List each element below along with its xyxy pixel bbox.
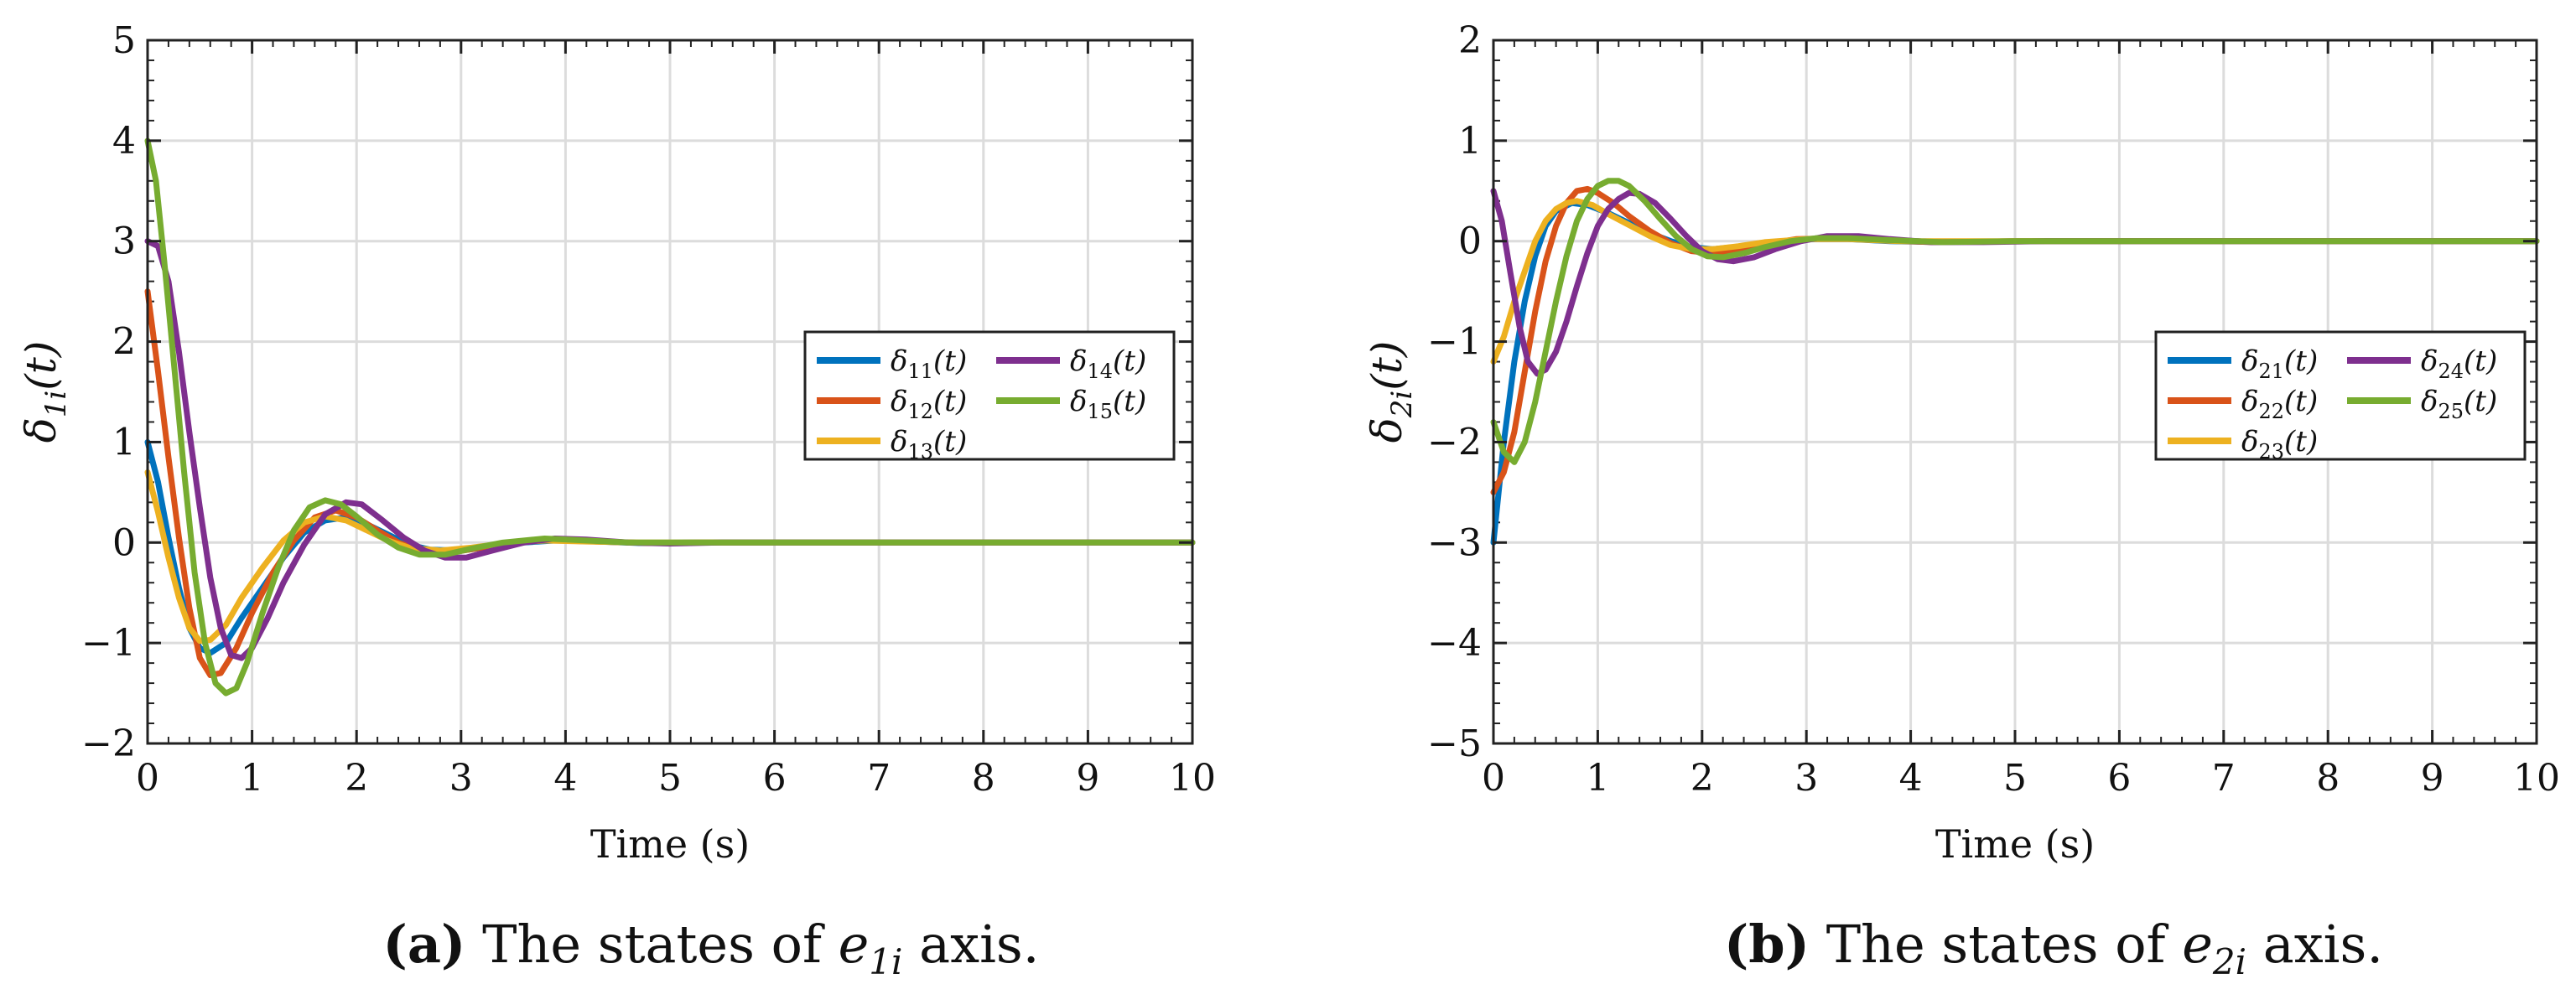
y-tick-label: −1: [1427, 321, 1482, 364]
x-tick-label: 9: [1076, 757, 1099, 800]
x-tick-label: 10: [1169, 757, 1216, 800]
x-tick-label: 8: [2316, 757, 2340, 800]
x-tick-label: 10: [2513, 757, 2560, 800]
y-tick-label: 2: [1458, 19, 1482, 62]
y-tick-label: 2: [112, 321, 136, 364]
chart-a: 0 1 2 3 4 5 6 7 8 9 10 −2 −1 0 1 2 3 4 5 Time (s) δ1i(t) δ11(…: [17, 19, 1216, 982]
y-tick-label: −1: [81, 622, 136, 665]
x-tick-label: 0: [1482, 757, 1505, 800]
series-line-25: [1490, 178, 2540, 465]
legend-label-14: δ14(t): [1070, 344, 1146, 383]
y-axis-label: δ2i(t): [1363, 341, 1419, 443]
y-tick-label: −5: [1427, 722, 1482, 765]
x-tick-label: 2: [1690, 757, 1714, 800]
x-tick-label: 2: [345, 757, 368, 800]
x-tick-label: 8: [972, 757, 995, 800]
x-tick-label: 1: [241, 757, 264, 800]
legend-label-12: δ12(t): [891, 385, 967, 423]
x-axis-label: Time (s): [1935, 821, 2095, 867]
y-tick-label: 4: [112, 120, 136, 163]
y-tick-label: −2: [81, 722, 136, 765]
x-tick-label: 3: [1794, 757, 1818, 800]
y-tick-label: 1: [112, 421, 136, 464]
caption: (a) The states of e1i axis.: [383, 914, 1040, 982]
x-axis-label: Time (s): [590, 821, 750, 867]
x-tick-label: 9: [2421, 757, 2444, 800]
y-tick-label: −3: [1427, 521, 1482, 564]
legend-label-25: δ25(t): [2421, 385, 2497, 423]
x-tick-label: 0: [136, 757, 159, 800]
y-tick-label: 0: [112, 521, 136, 564]
x-tick-label: 7: [2212, 757, 2236, 800]
y-tick-label: 3: [112, 220, 136, 263]
chart-b: 0 1 2 3 4 5 6 7 8 9 10 −5 −4 −3 −2 −1 0 1 2 Time (s) δ2i(t) δ…: [1363, 19, 2560, 982]
legend: δ21(t)δ22(t)δ23(t) δ24(t)δ25(t): [2154, 330, 2527, 464]
y-tick-label: 5: [112, 19, 136, 62]
x-tick-label: 6: [2107, 757, 2131, 800]
legend-label-24: δ24(t): [2421, 344, 2497, 383]
x-tick-label: 5: [658, 757, 682, 800]
legend-label-21: δ21(t): [2241, 344, 2318, 383]
x-tick-label: 6: [763, 757, 787, 800]
legend: δ11(t)δ12(t)δ13(t) δ14(t)δ15(t): [803, 330, 1176, 464]
x-tick-label: 4: [1899, 757, 1923, 800]
x-tick-label: 5: [2003, 757, 2027, 800]
x-tick-label: 3: [449, 757, 473, 800]
legend-label-15: δ15(t): [1070, 385, 1146, 423]
legend-label-23: δ23(t): [2241, 425, 2318, 464]
y-tick-label: 1: [1458, 120, 1482, 163]
y-tick-label: 0: [1458, 220, 1482, 263]
legend-label-22: δ22(t): [2241, 385, 2318, 423]
y-tick-label: −2: [1427, 421, 1482, 464]
y-axis-label: δ1i(t): [17, 341, 73, 443]
legend-label-13: δ13(t): [891, 425, 967, 464]
y-tick-label: −4: [1427, 622, 1482, 665]
caption: (b) The states of e2i axis.: [1724, 914, 2383, 982]
x-tick-label: 4: [553, 757, 577, 800]
series-line-15: [144, 137, 1196, 697]
legend-label-11: δ11(t): [891, 344, 967, 383]
x-tick-label: 1: [1586, 757, 1609, 800]
x-tick-label: 7: [867, 757, 891, 800]
